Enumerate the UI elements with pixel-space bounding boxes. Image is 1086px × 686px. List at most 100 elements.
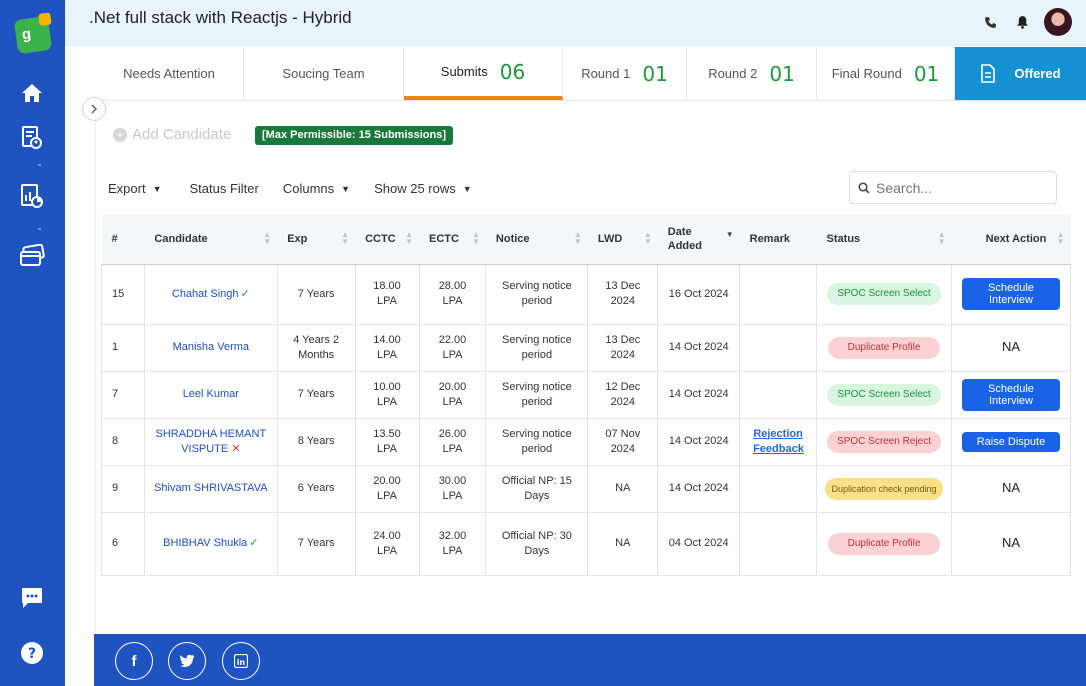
- cell-cctc: 10.00 LPA: [355, 371, 420, 419]
- row-id: 8: [112, 435, 119, 447]
- row-id: 1: [112, 341, 119, 353]
- next-action-button[interactable]: Raise Dispute: [961, 431, 1060, 452]
- tab-round-2[interactable]: Round 2 01: [687, 47, 817, 100]
- cell-ectc: 32.00 LPA: [419, 512, 487, 576]
- tab-final-round[interactable]: Final Round 01: [817, 47, 955, 100]
- cell-candidate: Chahat Singh ✓: [144, 264, 278, 325]
- plus-icon: +: [113, 127, 127, 142]
- cell-id: 15: [101, 264, 145, 325]
- cross-icon: ✕: [231, 442, 241, 455]
- candidate-name-link[interactable]: BHIBHAV Shukla: [163, 537, 248, 549]
- app-logo[interactable]: g: [13, 15, 53, 55]
- column-header[interactable]: Next Action ▲ ▼: [951, 214, 1071, 265]
- sidebar-separator: [38, 164, 41, 166]
- home-icon[interactable]: [19, 80, 45, 106]
- candidate-name-link[interactable]: Leel Kumar: [182, 388, 239, 400]
- cell-ectc: 22.00 LPA: [419, 324, 487, 372]
- cell-date-added: 16 Oct 2024: [657, 264, 741, 325]
- current-ctc: 18.00 LPA: [373, 280, 401, 307]
- header-label: Status: [826, 232, 861, 245]
- column-header[interactable]: Notice ▲ ▼: [485, 214, 588, 265]
- column-header[interactable]: Exp ▲ ▼: [277, 214, 356, 265]
- tab-label: Offered: [1014, 66, 1061, 81]
- cell-notice: Official NP: 15 Days: [485, 465, 589, 513]
- column-header[interactable]: Date Added ▼: [657, 214, 740, 265]
- cell-status: Duplicate Profile: [816, 324, 952, 372]
- tab-sourcing-team[interactable]: Soucing Team: [244, 47, 404, 100]
- linkedin-icon[interactable]: in: [222, 642, 260, 680]
- sort-icon: ▲ ▼: [263, 230, 272, 246]
- status-badge: SPOC Screen Select: [827, 383, 941, 406]
- cell-exp: 7 Years: [277, 512, 356, 576]
- column-header[interactable]: CCTC ▲ ▼: [355, 214, 419, 265]
- column-header[interactable]: #: [101, 214, 145, 265]
- candidate-name-link[interactable]: Manisha Verma: [172, 341, 250, 353]
- caret-down-icon: ▼: [462, 183, 472, 194]
- facebook-icon[interactable]: f: [115, 642, 153, 680]
- phone-icon[interactable]: [982, 14, 998, 30]
- cell-date-added: 14 Oct 2024: [657, 418, 741, 466]
- header-label: Notice: [495, 232, 530, 245]
- cell-next-action: NA: [951, 465, 1072, 513]
- cell-notice: Serving notice period: [485, 264, 589, 325]
- cell-exp: 6 Years: [277, 465, 356, 513]
- resume-search-icon[interactable]: [19, 125, 45, 151]
- status-filter-button[interactable]: Status Filter: [190, 181, 259, 196]
- twitter-icon[interactable]: t: [168, 642, 206, 680]
- candidate-name-link[interactable]: SHRADDHA HEMANT VISPUTE: [155, 427, 267, 455]
- cell-candidate: Shivam SHRIVASTAVA: [144, 465, 278, 513]
- columns-dropdown[interactable]: Columns ▼: [283, 181, 350, 196]
- cell-next-action: Schedule Interview: [951, 264, 1072, 325]
- cell-notice: Serving notice period: [485, 418, 589, 466]
- max-submissions-badge: [Max Permissible: 15 Submissions]: [255, 126, 454, 145]
- tab-needs-attention[interactable]: Needs Attention: [95, 47, 244, 100]
- chat-icon[interactable]: [19, 585, 45, 611]
- tab-label: Soucing Team: [282, 66, 365, 81]
- rejection-feedback-link[interactable]: Rejection Feedback: [753, 427, 804, 455]
- cell-next-action: NA: [951, 324, 1072, 372]
- tab-round-1[interactable]: Round 1 01: [563, 47, 687, 100]
- candidate-name-link[interactable]: Chahat Singh: [171, 287, 239, 300]
- current-ctc: 14.00 LPA: [373, 333, 401, 361]
- logo-text: g: [20, 25, 33, 44]
- reports-icon[interactable]: [19, 183, 45, 209]
- tab-offered[interactable]: Offered: [955, 47, 1086, 100]
- tab-submits[interactable]: Submits 06: [404, 47, 563, 100]
- experience: 6 Years: [297, 482, 335, 494]
- next-action-button[interactable]: Schedule Interview: [961, 278, 1060, 310]
- candidate-name-link[interactable]: Shivam SHRIVASTAVA: [154, 482, 268, 494]
- tab-count: 01: [913, 61, 940, 86]
- table-row: 15 Chahat Singh ✓ 7 Years 18.00 LPA 28.00 LPA…: [101, 264, 1072, 325]
- cell-id: 6: [101, 512, 145, 576]
- column-header[interactable]: Candidate ▲ ▼: [144, 214, 278, 265]
- column-header[interactable]: Status ▲ ▼: [816, 214, 952, 265]
- cell-candidate: SHRADDHA HEMANT VISPUTE ✕: [144, 418, 278, 466]
- avatar[interactable]: [1044, 8, 1072, 36]
- column-header[interactable]: Remark: [739, 214, 817, 265]
- expected-ctc: 20.00 LPA: [438, 380, 467, 408]
- help-icon[interactable]: ?: [19, 640, 45, 666]
- date-added: 14 Oct 2024: [668, 435, 729, 447]
- columns-label: Columns: [282, 181, 335, 196]
- column-header[interactable]: LWD ▲ ▼: [587, 214, 658, 265]
- tab-label: Submits: [440, 64, 488, 79]
- collapse-sidebar-button[interactable]: [82, 97, 106, 121]
- cell-remark: [739, 324, 818, 372]
- sort-icon: ▲ ▼: [341, 230, 350, 246]
- last-working-day: NA: [615, 482, 631, 494]
- add-candidate-label: Add Candidate: [132, 126, 232, 143]
- tab-label: Round 2: [708, 66, 758, 81]
- expected-ctc: 28.00 LPA: [438, 280, 467, 307]
- payment-card-icon[interactable]: [19, 243, 45, 269]
- export-dropdown[interactable]: Export ▼: [108, 181, 162, 196]
- search-input[interactable]: [876, 179, 1046, 196]
- cell-status: SPOC Screen Select: [816, 264, 952, 325]
- column-header[interactable]: ECTC ▲ ▼: [419, 214, 486, 265]
- show-rows-dropdown[interactable]: Show 25 rows ▼: [374, 181, 472, 196]
- add-candidate-button[interactable]: + Add Candidate: [113, 126, 231, 143]
- bell-icon[interactable]: [1014, 14, 1030, 30]
- cell-candidate: Leel Kumar: [144, 371, 278, 419]
- next-action-button[interactable]: Schedule Interview: [961, 378, 1060, 411]
- cell-id: 9: [101, 465, 145, 513]
- cell-ectc: 28.00 LPA: [419, 264, 487, 325]
